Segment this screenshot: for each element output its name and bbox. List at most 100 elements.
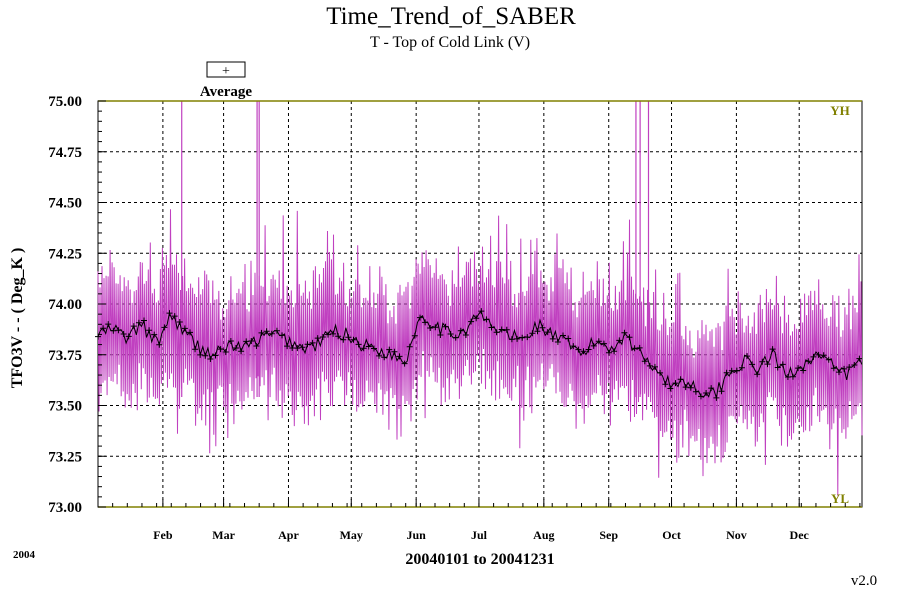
average-marker (498, 326, 505, 333)
limit-label-yh: YH (830, 103, 850, 118)
plot-area (95, 100, 863, 508)
average-marker (836, 369, 842, 376)
average-marker (846, 364, 853, 371)
axis-ticks (97, 100, 861, 508)
version-label: v2.0 (851, 573, 877, 589)
average-marker (187, 329, 193, 336)
average-marker (284, 343, 291, 350)
average-marker (539, 324, 546, 331)
average-marker (192, 346, 199, 353)
average-marker (258, 329, 265, 336)
average-marker (616, 337, 623, 344)
average-marker (815, 351, 822, 358)
y-tick-label: 73.75 (48, 348, 82, 364)
average-marker (437, 332, 444, 338)
average-marker (585, 346, 592, 353)
y-tick-label: 74.00 (48, 297, 82, 313)
average-marker (759, 358, 766, 365)
average-marker (738, 364, 745, 371)
legend-label: Average (200, 84, 253, 100)
average-marker (682, 384, 689, 391)
average-marker (345, 334, 352, 341)
average-marker (508, 336, 515, 343)
average-marker (830, 365, 837, 372)
y-tick-labels: 73.00 73.25 73.50 73.75 74.00 74.25 74.50 74.75… (48, 94, 82, 516)
average-marker (222, 349, 229, 355)
average-marker (672, 380, 679, 387)
y-axis-label: TFO3V - - ( Deg_K ) (9, 248, 26, 389)
average-marker (462, 332, 469, 338)
average-marker (202, 352, 209, 359)
x-tick-label: Dec (790, 528, 810, 542)
average-marker (488, 324, 495, 331)
average-marker (432, 324, 439, 331)
average-marker (652, 363, 658, 370)
average-marker (181, 325, 188, 332)
average-marker (713, 394, 720, 401)
average-marker (723, 369, 730, 376)
year-label: 2004 (13, 549, 36, 561)
x-tick-label: Jul (471, 528, 488, 542)
average-marker (621, 329, 628, 336)
average-marker (692, 388, 699, 395)
average-marker (856, 355, 863, 362)
average-series (95, 308, 863, 401)
x-tick-label: Sep (599, 528, 618, 542)
average-marker (779, 361, 786, 368)
average-marker (314, 335, 321, 342)
x-tick-label: Mar (212, 528, 235, 542)
average-marker (800, 367, 807, 374)
average-marker (141, 317, 147, 324)
average-marker (595, 338, 602, 345)
average-marker (238, 348, 245, 355)
average-marker (401, 360, 408, 367)
average-marker (667, 385, 674, 392)
average-marker (299, 344, 306, 351)
x-tick-label: Aug (533, 528, 554, 542)
average-marker (396, 353, 403, 360)
average-marker (176, 319, 183, 325)
average-marker (580, 348, 587, 355)
limit-lines (98, 100, 862, 508)
average-marker (279, 332, 285, 339)
chart-title: Time_Trend_of_SABER (326, 3, 576, 30)
y-tick-label: 74.25 (48, 246, 82, 262)
y-tick-label: 74.50 (48, 196, 82, 212)
average-marker (120, 331, 127, 337)
average-marker (243, 338, 250, 345)
average-marker (156, 341, 163, 348)
average-marker (544, 329, 551, 336)
average-marker (570, 343, 577, 350)
average-marker (493, 329, 500, 336)
average-marker (289, 345, 296, 351)
average-marker (365, 343, 372, 350)
average-marker (784, 374, 791, 380)
average-marker (110, 327, 117, 334)
grid-layer (98, 101, 862, 507)
average-marker (248, 338, 255, 344)
average-marker (769, 346, 776, 353)
average-marker (171, 313, 178, 320)
average-marker (514, 335, 521, 342)
average-marker (253, 343, 260, 349)
average-marker (790, 373, 796, 380)
y-tick-label: 73.50 (48, 399, 82, 415)
average-marker (381, 354, 388, 361)
average-marker (263, 328, 270, 335)
average-marker (698, 393, 704, 400)
x-tick-label: May (340, 528, 363, 542)
average-marker (565, 335, 572, 342)
legend-box (206, 61, 246, 78)
average-marker (376, 352, 383, 359)
average-marker (166, 310, 173, 317)
average-marker (386, 346, 393, 353)
average-marker (319, 334, 326, 340)
average-marker (744, 353, 750, 360)
average-marker (662, 381, 669, 388)
average-marker (503, 326, 510, 333)
average-marker (371, 345, 377, 352)
average-marker (355, 341, 362, 348)
average-marker (268, 330, 275, 337)
x-tick-label: Apr (278, 528, 299, 542)
